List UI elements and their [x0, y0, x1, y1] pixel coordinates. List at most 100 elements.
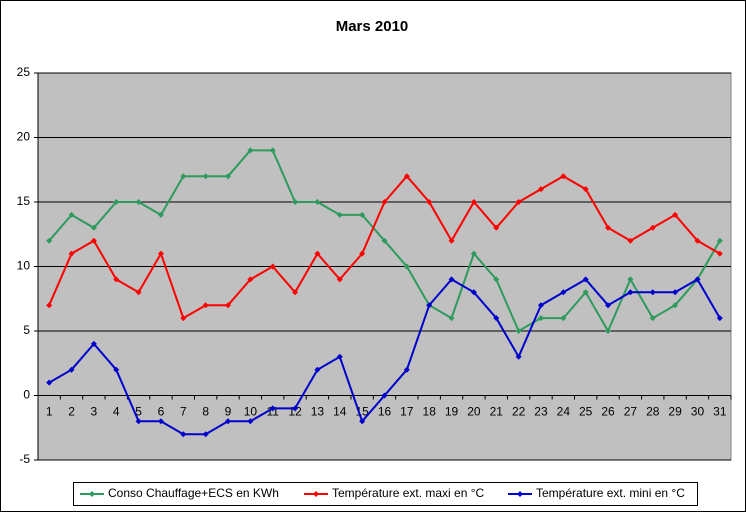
x-tick-label: 2 [68, 405, 75, 419]
data-point [292, 405, 299, 412]
data-point [560, 315, 567, 322]
data-point [359, 418, 366, 425]
y-tick-label: 0 [23, 388, 30, 402]
data-point [90, 340, 97, 347]
x-tick-label: 10 [244, 405, 258, 419]
x-tick-label: 6 [158, 405, 165, 419]
data-point [202, 431, 209, 438]
data-point [493, 276, 500, 283]
data-point [515, 328, 522, 334]
data-point [694, 276, 701, 283]
legend-label: Température ext. mini en °C [536, 486, 685, 500]
data-point [672, 302, 679, 309]
data-point [448, 315, 455, 322]
data-point [649, 315, 656, 322]
y-tick-label: 5 [23, 323, 30, 337]
data-point [381, 237, 388, 244]
y-tick-label: 15 [17, 194, 31, 208]
data-point [649, 224, 656, 231]
data-point [716, 237, 723, 244]
data-point [292, 199, 299, 205]
data-point [560, 173, 567, 180]
x-tick-label: 7 [180, 405, 187, 419]
x-tick-label: 1 [46, 405, 53, 419]
x-tick-label: 29 [668, 405, 682, 419]
data-point [90, 224, 97, 231]
data-point [90, 237, 97, 244]
data-point [537, 186, 544, 193]
data-point [225, 418, 232, 425]
data-point [403, 173, 410, 180]
data-point [180, 173, 187, 180]
data-point [247, 276, 254, 283]
data-point [582, 289, 589, 296]
x-tick-label: 5 [135, 405, 142, 419]
data-point [269, 147, 276, 154]
data-point [627, 276, 634, 283]
data-point [672, 289, 679, 296]
data-point [716, 250, 723, 257]
data-point [336, 353, 343, 360]
data-point [180, 315, 187, 322]
data-point [314, 250, 321, 257]
x-tick-label: 22 [512, 405, 526, 419]
x-tick-label: 25 [579, 405, 593, 419]
x-tick-label: 31 [713, 405, 727, 419]
data-point [68, 211, 75, 218]
data-point [605, 302, 612, 309]
data-point [113, 366, 120, 373]
data-point [694, 237, 701, 244]
data-point [359, 250, 366, 257]
x-tick-label: 4 [113, 405, 120, 419]
data-point [403, 263, 410, 270]
data-point [403, 366, 410, 373]
data-point [113, 276, 120, 283]
x-tick-label: 9 [225, 405, 232, 419]
data-point [627, 289, 634, 296]
data-point [46, 237, 53, 244]
legend-marker [517, 491, 523, 497]
data-point [135, 418, 142, 425]
data-point [135, 199, 142, 205]
x-tick-label: 27 [624, 405, 638, 419]
data-point [68, 366, 75, 373]
data-point [448, 276, 455, 283]
y-tick-label: -5 [19, 452, 30, 466]
data-point [672, 211, 679, 218]
data-point [46, 379, 53, 386]
legend-label: Conso Chauffage+ECS en KWh [108, 486, 279, 500]
data-point [649, 289, 656, 296]
x-tick-label: 8 [202, 405, 209, 419]
x-tick-label: 28 [646, 405, 660, 419]
data-point [135, 289, 142, 296]
data-point [493, 224, 500, 231]
y-tick-label: 20 [17, 130, 31, 144]
data-point [180, 431, 187, 438]
data-point [336, 211, 343, 218]
data-point [202, 173, 209, 180]
data-point [448, 237, 455, 244]
data-point [113, 199, 120, 205]
data-point [68, 250, 75, 257]
data-point [157, 250, 164, 257]
data-point [716, 315, 723, 322]
legend-marker [313, 491, 319, 497]
x-tick-label: 21 [490, 405, 504, 419]
data-point [560, 289, 567, 296]
data-point [605, 224, 612, 231]
data-point [292, 289, 299, 296]
data-point [46, 302, 53, 309]
data-point [381, 392, 388, 399]
x-tick-label: 15 [355, 405, 369, 419]
x-tick-label: 16 [378, 405, 392, 419]
data-point [247, 147, 254, 154]
legend-label: Température ext. maxi en °C [332, 486, 485, 500]
data-point [426, 199, 433, 205]
y-tick-label: 25 [17, 65, 31, 79]
x-tick-label: 17 [400, 405, 414, 419]
data-point [582, 276, 589, 283]
data-point [314, 366, 321, 373]
x-tick-label: 18 [423, 405, 437, 419]
data-point [381, 199, 388, 205]
